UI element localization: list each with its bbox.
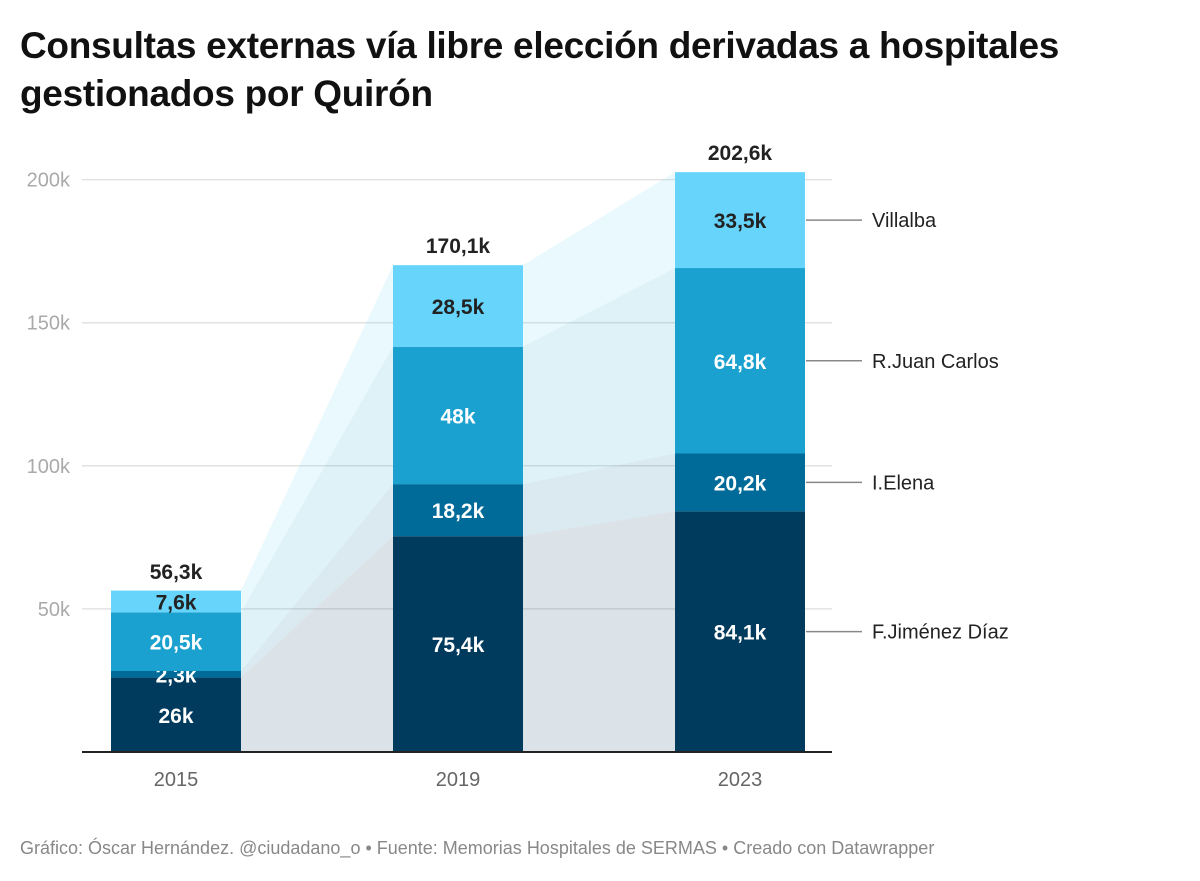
bar-segment [675, 268, 805, 454]
bar-segment [111, 671, 241, 678]
y-tick-label: 100k [27, 456, 71, 478]
chart-title: Consultas externas vía libre elección de… [20, 25, 1060, 114]
total-label: 56,3k [150, 561, 203, 584]
bar-segment [675, 511, 805, 752]
bar-value-label: 48k [440, 405, 475, 428]
x-tick-label: 2019 [436, 769, 481, 791]
x-tick-label: 2015 [154, 769, 199, 791]
connector-area [241, 265, 393, 613]
connector-area [241, 484, 393, 678]
chart-footer: Gráfico: Óscar Hernández. @ciudadano_o •… [20, 838, 935, 858]
bar-value-label: 64,8k [714, 351, 767, 374]
y-tick-label: 150k [27, 313, 71, 335]
bar-segment [393, 484, 523, 537]
bar-segment [393, 346, 523, 485]
bar-value-label: 33,5k [714, 210, 767, 233]
bar-segment [393, 265, 523, 347]
legend-label: Villalba [872, 210, 937, 232]
legend-label: I.Elena [872, 472, 935, 494]
total-label: 202,6k [708, 142, 773, 165]
bar-segment [111, 612, 241, 672]
total-label: 170,1k [426, 235, 491, 258]
connector-area [241, 536, 393, 752]
bar-value-label: 28,5k [432, 296, 485, 319]
bar-segment [675, 453, 805, 512]
y-tick-label: 50k [38, 599, 71, 621]
bar-value-label: 84,1k [714, 622, 767, 645]
bar-value-label: 7,6k [156, 591, 197, 614]
legend-label: F.Jiménez Díaz [872, 622, 1009, 644]
connector-area [523, 172, 675, 347]
x-tick-label: 2023 [718, 769, 763, 791]
bar-value-label: 20,2k [714, 472, 767, 495]
connector-area [523, 453, 675, 537]
bar-value-label: 26k [158, 705, 193, 728]
bar-segment [111, 677, 241, 752]
bar-value-label: 20,5k [150, 632, 203, 655]
bar-segment [393, 536, 523, 752]
bar-segment [111, 590, 241, 613]
bar-value-label: 75,4k [432, 634, 485, 657]
bar-value-label: 18,2k [432, 500, 485, 523]
y-tick-label: 200k [27, 170, 71, 192]
connector-area [523, 511, 675, 752]
connector-area [241, 346, 393, 672]
bar-segment [675, 172, 805, 269]
connector-area [523, 268, 675, 485]
legend-label: R.Juan Carlos [872, 351, 999, 373]
